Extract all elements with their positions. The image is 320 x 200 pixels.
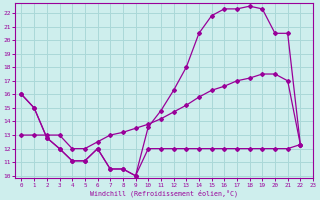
X-axis label: Windchill (Refroidissement éolien,°C): Windchill (Refroidissement éolien,°C): [90, 189, 238, 197]
